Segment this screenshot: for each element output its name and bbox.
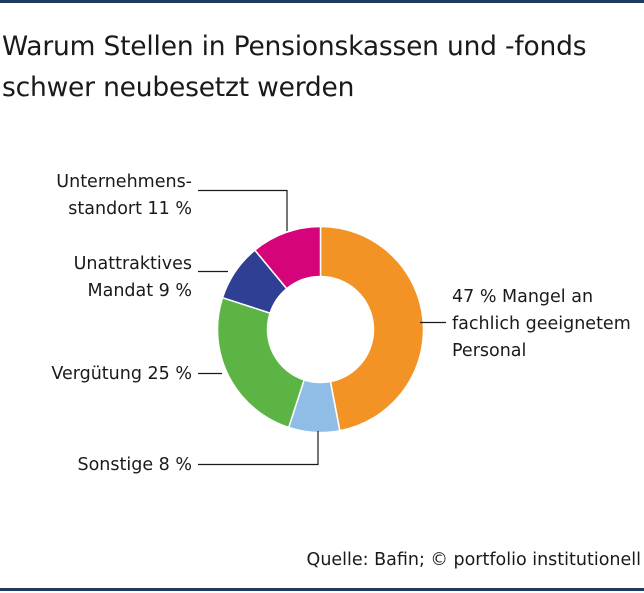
chart-title-line-2: schwer neubesetzt werden: [2, 72, 355, 103]
leader-lines: [198, 189, 446, 466]
slice-label-mangel-line-3: Personal: [452, 341, 527, 361]
slice-label-sonstige-line-1: Sonstige 8 %: [77, 455, 192, 475]
bottom-rule: [0, 588, 644, 591]
donut-slices: [216, 225, 425, 434]
chart-title-line-1: Warum Stellen in Pensionskassen und -fon…: [2, 31, 587, 62]
slice-label-mangel: 47 % Mangel an fachlich geeignetem Perso…: [452, 284, 631, 365]
slice-label-mangel-line-1: 47 % Mangel an: [452, 287, 594, 307]
leader-standort: [198, 189, 288, 231]
donut-slice-standort: [253, 225, 322, 290]
source-note: Quelle: Bafin; © portfolio institutionel…: [306, 550, 641, 570]
slice-label-standort: Unternehmens- standort 11 %: [56, 169, 192, 223]
leader-sonstige: [198, 431, 319, 466]
top-rule: [0, 0, 644, 3]
chart-title: Warum Stellen in Pensionskassen und -fon…: [2, 26, 638, 108]
slice-label-mandat: Unattraktives Mandat 9 %: [74, 251, 192, 305]
slice-label-mandat-line-2: Mandat 9 %: [87, 281, 193, 301]
donut-slice-mangel: [319, 225, 425, 432]
slice-label-standort-line-1: Unternehmens-: [56, 172, 192, 192]
slice-label-verguetung-line-1: Vergütung 25 %: [51, 364, 192, 384]
slice-label-sonstige: Sonstige 8 %: [77, 452, 192, 479]
slice-label-mangel-line-2: fachlich geeignetem: [452, 314, 631, 334]
slice-label-verguetung: Vergütung 25 %: [51, 361, 192, 388]
slice-label-standort-line-2: standort 11 %: [68, 199, 192, 219]
slice-label-mandat-line-1: Unattraktives: [73, 254, 192, 274]
donut-slice-verguetung: [216, 296, 306, 429]
